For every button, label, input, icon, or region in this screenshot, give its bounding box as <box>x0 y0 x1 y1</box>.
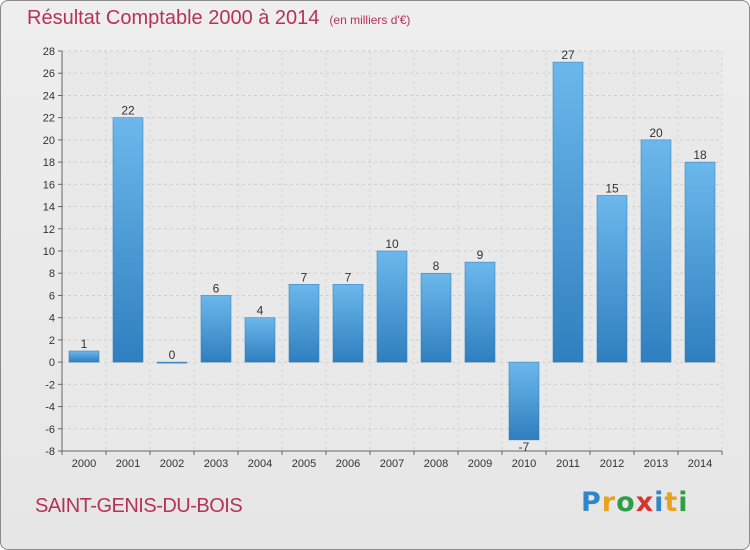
data-label: 18 <box>693 148 707 162</box>
y-tick-label: 12 <box>43 224 55 236</box>
data-label: -7 <box>519 440 530 454</box>
x-tick-label: 2011 <box>556 458 580 470</box>
y-tick-label: 20 <box>43 135 55 147</box>
bar <box>200 295 232 363</box>
x-tick-label: 2008 <box>424 458 448 470</box>
y-tick-label: 14 <box>43 202 55 214</box>
logo-letter: P <box>581 487 602 518</box>
bar <box>508 361 540 441</box>
y-tick-label: 8 <box>49 268 55 280</box>
x-tick-label: 2007 <box>380 458 404 470</box>
x-tick-label: 2009 <box>468 458 492 470</box>
bar <box>464 261 496 363</box>
y-tick-label: 22 <box>43 113 55 125</box>
x-tick-label: 2003 <box>204 458 228 470</box>
data-label: 22 <box>121 104 135 118</box>
x-tick-label: 2010 <box>512 458 536 470</box>
logo-letter: r <box>601 487 617 518</box>
bar <box>376 250 408 363</box>
logo-letter: t <box>664 487 679 518</box>
logo-letter: o <box>616 487 636 518</box>
chart-title: Résultat Comptable 2000 à 2014 (en millie… <box>27 7 410 30</box>
y-tick-label: -4 <box>45 402 55 414</box>
y-tick-label: -2 <box>45 379 55 391</box>
x-tick-label: 2014 <box>688 458 712 470</box>
y-tick-label: -6 <box>45 424 55 436</box>
commune-name: SAINT-GENIS-DU-BOIS <box>35 495 243 517</box>
data-label: 20 <box>649 126 663 140</box>
data-label: 1 <box>81 337 88 351</box>
y-tick-label: 0 <box>49 357 55 369</box>
bar <box>684 161 716 363</box>
data-label: 10 <box>385 237 399 251</box>
x-tick-label: 2000 <box>72 458 96 470</box>
y-tick-label: -8 <box>45 446 55 458</box>
data-label: 7 <box>301 270 308 284</box>
proxiti-logo: Proxiti <box>581 487 689 518</box>
y-tick-label: 4 <box>49 313 55 325</box>
bar <box>244 317 276 363</box>
data-label: 27 <box>561 48 575 62</box>
y-tick-label: 6 <box>49 290 55 302</box>
data-label: 15 <box>605 181 619 195</box>
data-label: 7 <box>345 270 352 284</box>
bar <box>640 139 672 363</box>
bar <box>596 195 628 363</box>
y-tick-label: 18 <box>43 157 55 169</box>
y-tick-label: 26 <box>43 68 55 80</box>
x-tick-label: 2013 <box>644 458 668 470</box>
x-tick-label: 2002 <box>160 458 184 470</box>
y-tick-label: 16 <box>43 179 55 191</box>
chart-subtitle: (en milliers d'€) <box>329 13 411 27</box>
bar <box>552 61 584 363</box>
logo-letter: i <box>678 487 689 518</box>
x-tick-label: 2005 <box>292 458 316 470</box>
logo-letter: x <box>635 487 655 518</box>
bar <box>112 117 144 363</box>
bar <box>68 350 100 363</box>
y-tick-label: 10 <box>43 246 55 258</box>
y-tick-label: 28 <box>43 46 55 58</box>
x-tick-label: 2006 <box>336 458 360 470</box>
x-tick-label: 2004 <box>248 458 272 470</box>
data-label: 9 <box>477 248 484 262</box>
y-tick-label: 24 <box>43 90 55 102</box>
bar <box>420 272 452 363</box>
logo-letter: i <box>654 487 665 518</box>
bar <box>288 284 320 363</box>
y-tick-label: 2 <box>49 335 55 347</box>
data-label: 6 <box>213 281 220 295</box>
data-label: 0 <box>169 348 176 362</box>
chart-title-text: Résultat Comptable 2000 à 2014 <box>27 7 320 29</box>
bar <box>156 361 188 364</box>
x-tick-label: 2012 <box>600 458 624 470</box>
data-label: 8 <box>433 259 440 273</box>
data-label: 4 <box>257 304 264 318</box>
x-tick-label: 2001 <box>116 458 140 470</box>
bar <box>332 284 364 363</box>
